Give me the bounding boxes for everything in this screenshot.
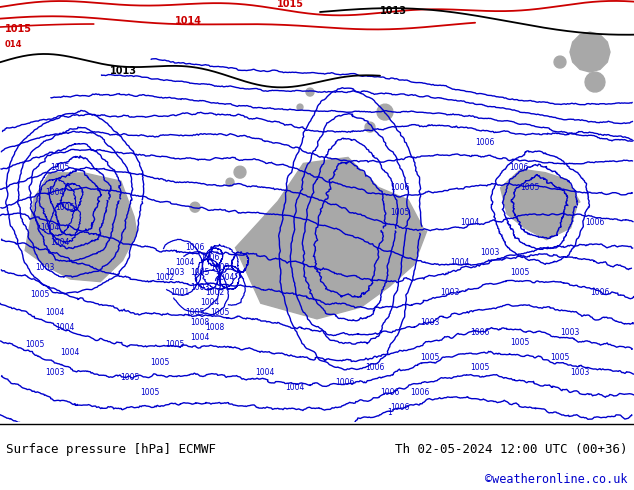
Polygon shape — [235, 157, 427, 319]
Text: ©weatheronline.co.uk: ©weatheronline.co.uk — [485, 473, 628, 487]
Text: 1002: 1002 — [155, 273, 174, 282]
Text: 1005: 1005 — [140, 388, 160, 397]
Text: 1006: 1006 — [185, 243, 205, 252]
Text: Th 02-05-2024 12:00 UTC (00+36): Th 02-05-2024 12:00 UTC (00+36) — [395, 443, 628, 456]
Text: 1005: 1005 — [185, 308, 205, 317]
Polygon shape — [306, 88, 314, 96]
Text: 1003: 1003 — [440, 288, 460, 297]
Text: 1005: 1005 — [120, 373, 139, 382]
Text: 1013: 1013 — [380, 6, 407, 16]
Polygon shape — [226, 178, 234, 186]
Text: 1003: 1003 — [36, 263, 55, 272]
Text: 1006: 1006 — [380, 388, 399, 397]
Text: 1015: 1015 — [276, 0, 304, 9]
Text: 1004: 1004 — [200, 298, 220, 307]
Text: 1005: 1005 — [470, 363, 489, 372]
Text: 1: 1 — [387, 408, 392, 417]
Text: 1006: 1006 — [476, 138, 495, 147]
Text: 1003: 1003 — [190, 283, 210, 292]
Text: 1005: 1005 — [210, 263, 230, 272]
Text: 1004: 1004 — [216, 273, 235, 282]
Text: 1005: 1005 — [550, 353, 570, 362]
Text: 1003: 1003 — [560, 328, 579, 337]
Text: 1005: 1005 — [510, 268, 529, 277]
Text: 1006: 1006 — [410, 388, 430, 397]
Text: 1006: 1006 — [585, 218, 605, 227]
Text: 1004: 1004 — [55, 323, 75, 332]
Text: 1003: 1003 — [45, 368, 65, 377]
Text: 1004: 1004 — [176, 258, 195, 267]
Text: 1004: 1004 — [460, 218, 480, 227]
Text: 1004: 1004 — [45, 188, 65, 196]
Text: 1006-: 1006- — [509, 163, 531, 172]
Text: 1005: 1005 — [165, 340, 184, 349]
Text: 1005: 1005 — [150, 358, 170, 367]
Text: 1004: 1004 — [190, 333, 210, 342]
Text: 1006: 1006 — [365, 363, 385, 372]
Text: 1004: 1004 — [285, 383, 305, 392]
Polygon shape — [585, 72, 605, 92]
Text: 1005: 1005 — [510, 338, 529, 347]
Polygon shape — [570, 32, 610, 72]
Text: 1005: 1005 — [30, 290, 49, 299]
Text: 1008: 1008 — [190, 318, 210, 327]
Text: 1002: 1002 — [205, 288, 224, 297]
Text: 1005: 1005 — [190, 268, 210, 277]
Text: 1014: 1014 — [175, 16, 202, 26]
Text: 1003: 1003 — [481, 248, 500, 257]
Text: 1008: 1008 — [205, 323, 224, 332]
Text: 1003: 1003 — [420, 318, 440, 327]
Text: 1015: 1015 — [5, 24, 32, 34]
Text: Surface pressure [hPa] ECMWF: Surface pressure [hPa] ECMWF — [6, 443, 216, 456]
Polygon shape — [365, 122, 375, 132]
Text: 1005: 1005 — [420, 353, 440, 362]
Text: 1006: 1006 — [335, 378, 354, 387]
Text: 1005: 1005 — [391, 208, 410, 217]
Text: 1005: 1005 — [210, 308, 230, 317]
Text: 014: 014 — [5, 40, 22, 49]
Polygon shape — [377, 104, 393, 120]
Text: 1004: 1004 — [450, 258, 470, 267]
Polygon shape — [234, 166, 246, 178]
Polygon shape — [297, 104, 303, 110]
Text: 1005: 1005 — [55, 203, 75, 212]
Text: 1006: 1006 — [200, 253, 220, 262]
Text: 1005: 1005 — [50, 163, 70, 172]
Text: 1004: 1004 — [60, 348, 80, 357]
Text: 1006: 1006 — [590, 288, 610, 297]
Polygon shape — [25, 173, 137, 282]
Text: 1004: 1004 — [41, 222, 60, 232]
Text: 1013: 1013 — [110, 66, 137, 76]
Text: 1005: 1005 — [521, 183, 540, 192]
Text: 1006: 1006 — [470, 328, 489, 337]
Text: 1003: 1003 — [165, 268, 184, 277]
Polygon shape — [190, 202, 200, 212]
Text: 1004: 1004 — [256, 368, 275, 377]
Text: 1003: 1003 — [571, 368, 590, 377]
Text: 1006: 1006 — [391, 183, 410, 192]
Text: 1004: 1004 — [50, 238, 70, 247]
Text: 1005: 1005 — [25, 340, 44, 349]
Text: 1004: 1004 — [45, 308, 65, 317]
Polygon shape — [500, 169, 580, 240]
Polygon shape — [554, 56, 566, 68]
Text: 1006: 1006 — [391, 403, 410, 412]
Text: 1001: 1001 — [171, 288, 190, 297]
